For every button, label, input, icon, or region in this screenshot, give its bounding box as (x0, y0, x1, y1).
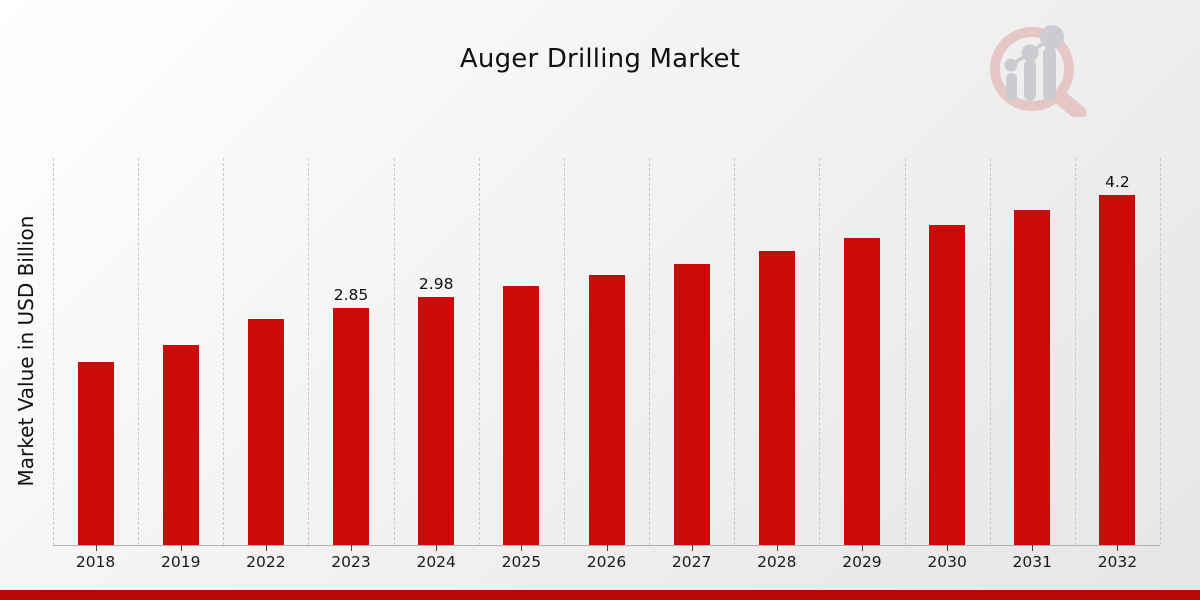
chart-title: Auger Drilling Market (459, 44, 741, 74)
gridline (563, 158, 565, 545)
x-axis-tick (776, 545, 778, 551)
bar-2023 (333, 307, 370, 545)
x-axis-tick (180, 545, 182, 551)
x-axis-tick (1032, 545, 1034, 551)
gridline (1160, 158, 1161, 545)
gridline (819, 158, 821, 545)
bar-2031 (1014, 210, 1051, 545)
x-tick-label-2022: 2022 (246, 553, 286, 571)
gridline (989, 158, 991, 545)
x-tick-label-2019: 2019 (160, 553, 201, 571)
x-tick-label-2028: 2028 (757, 553, 797, 571)
bar-2028 (758, 251, 795, 545)
x-tick-label-2024: 2024 (416, 553, 456, 571)
x-tick-label-2027: 2027 (671, 553, 712, 571)
y-axis-label: Market Value in USD Billion (14, 215, 38, 487)
x-axis-tick (691, 545, 693, 551)
bar-2026 (588, 275, 625, 545)
bar-value-label-2032: 4.2 (1105, 173, 1130, 192)
gridline (478, 158, 480, 545)
gridline (649, 158, 651, 545)
bar-2032 (1099, 195, 1136, 545)
gridline (308, 158, 310, 545)
x-axis-tick (521, 545, 523, 551)
bar-2025 (503, 286, 540, 545)
magnifier-bar-chart-logo-icon (990, 25, 1087, 117)
x-axis-tick (351, 545, 353, 551)
x-axis-tick (436, 545, 438, 551)
plot-area: 2018 2019 2022 2.85 2023 2.98 2024 2025 2026 2027… (53, 158, 1161, 571)
x-tick-label-2018: 2018 (75, 553, 116, 571)
gridline (734, 158, 736, 545)
bar-2029 (843, 237, 880, 545)
x-tick-label-2030: 2030 (927, 553, 967, 571)
bar-2024 (418, 297, 455, 545)
x-axis-tick (861, 545, 863, 551)
gridline (904, 158, 906, 545)
bar-2018 (77, 361, 114, 545)
x-tick-label-2026: 2026 (586, 553, 627, 571)
bar-2030 (929, 224, 966, 545)
x-tick-label-2029: 2029 (842, 553, 882, 571)
x-axis-tick (265, 545, 267, 551)
x-axis-tick (606, 545, 608, 551)
bar-value-label-2024: 2.98 (418, 275, 454, 293)
x-tick-label-2025: 2025 (501, 553, 542, 571)
x-tick-label-2023: 2023 (331, 553, 371, 571)
x-axis-tick (1117, 545, 1119, 551)
gridline (223, 158, 225, 545)
x-tick-label-2031: 2031 (1012, 553, 1052, 571)
x-axis-tick (95, 545, 97, 551)
x-tick-label-2032: 2032 (1097, 553, 1138, 571)
gridline (138, 158, 140, 545)
bar-2019 (162, 345, 199, 545)
gridline (53, 158, 54, 545)
bottom-accent-band (0, 590, 1200, 600)
bar-value-label-2023: 2.85 (333, 285, 369, 304)
x-axis-tick (947, 545, 949, 551)
bar-2027 (673, 263, 710, 545)
bar-2022 (247, 318, 284, 545)
gridline (1074, 158, 1076, 545)
gridline (393, 158, 395, 545)
